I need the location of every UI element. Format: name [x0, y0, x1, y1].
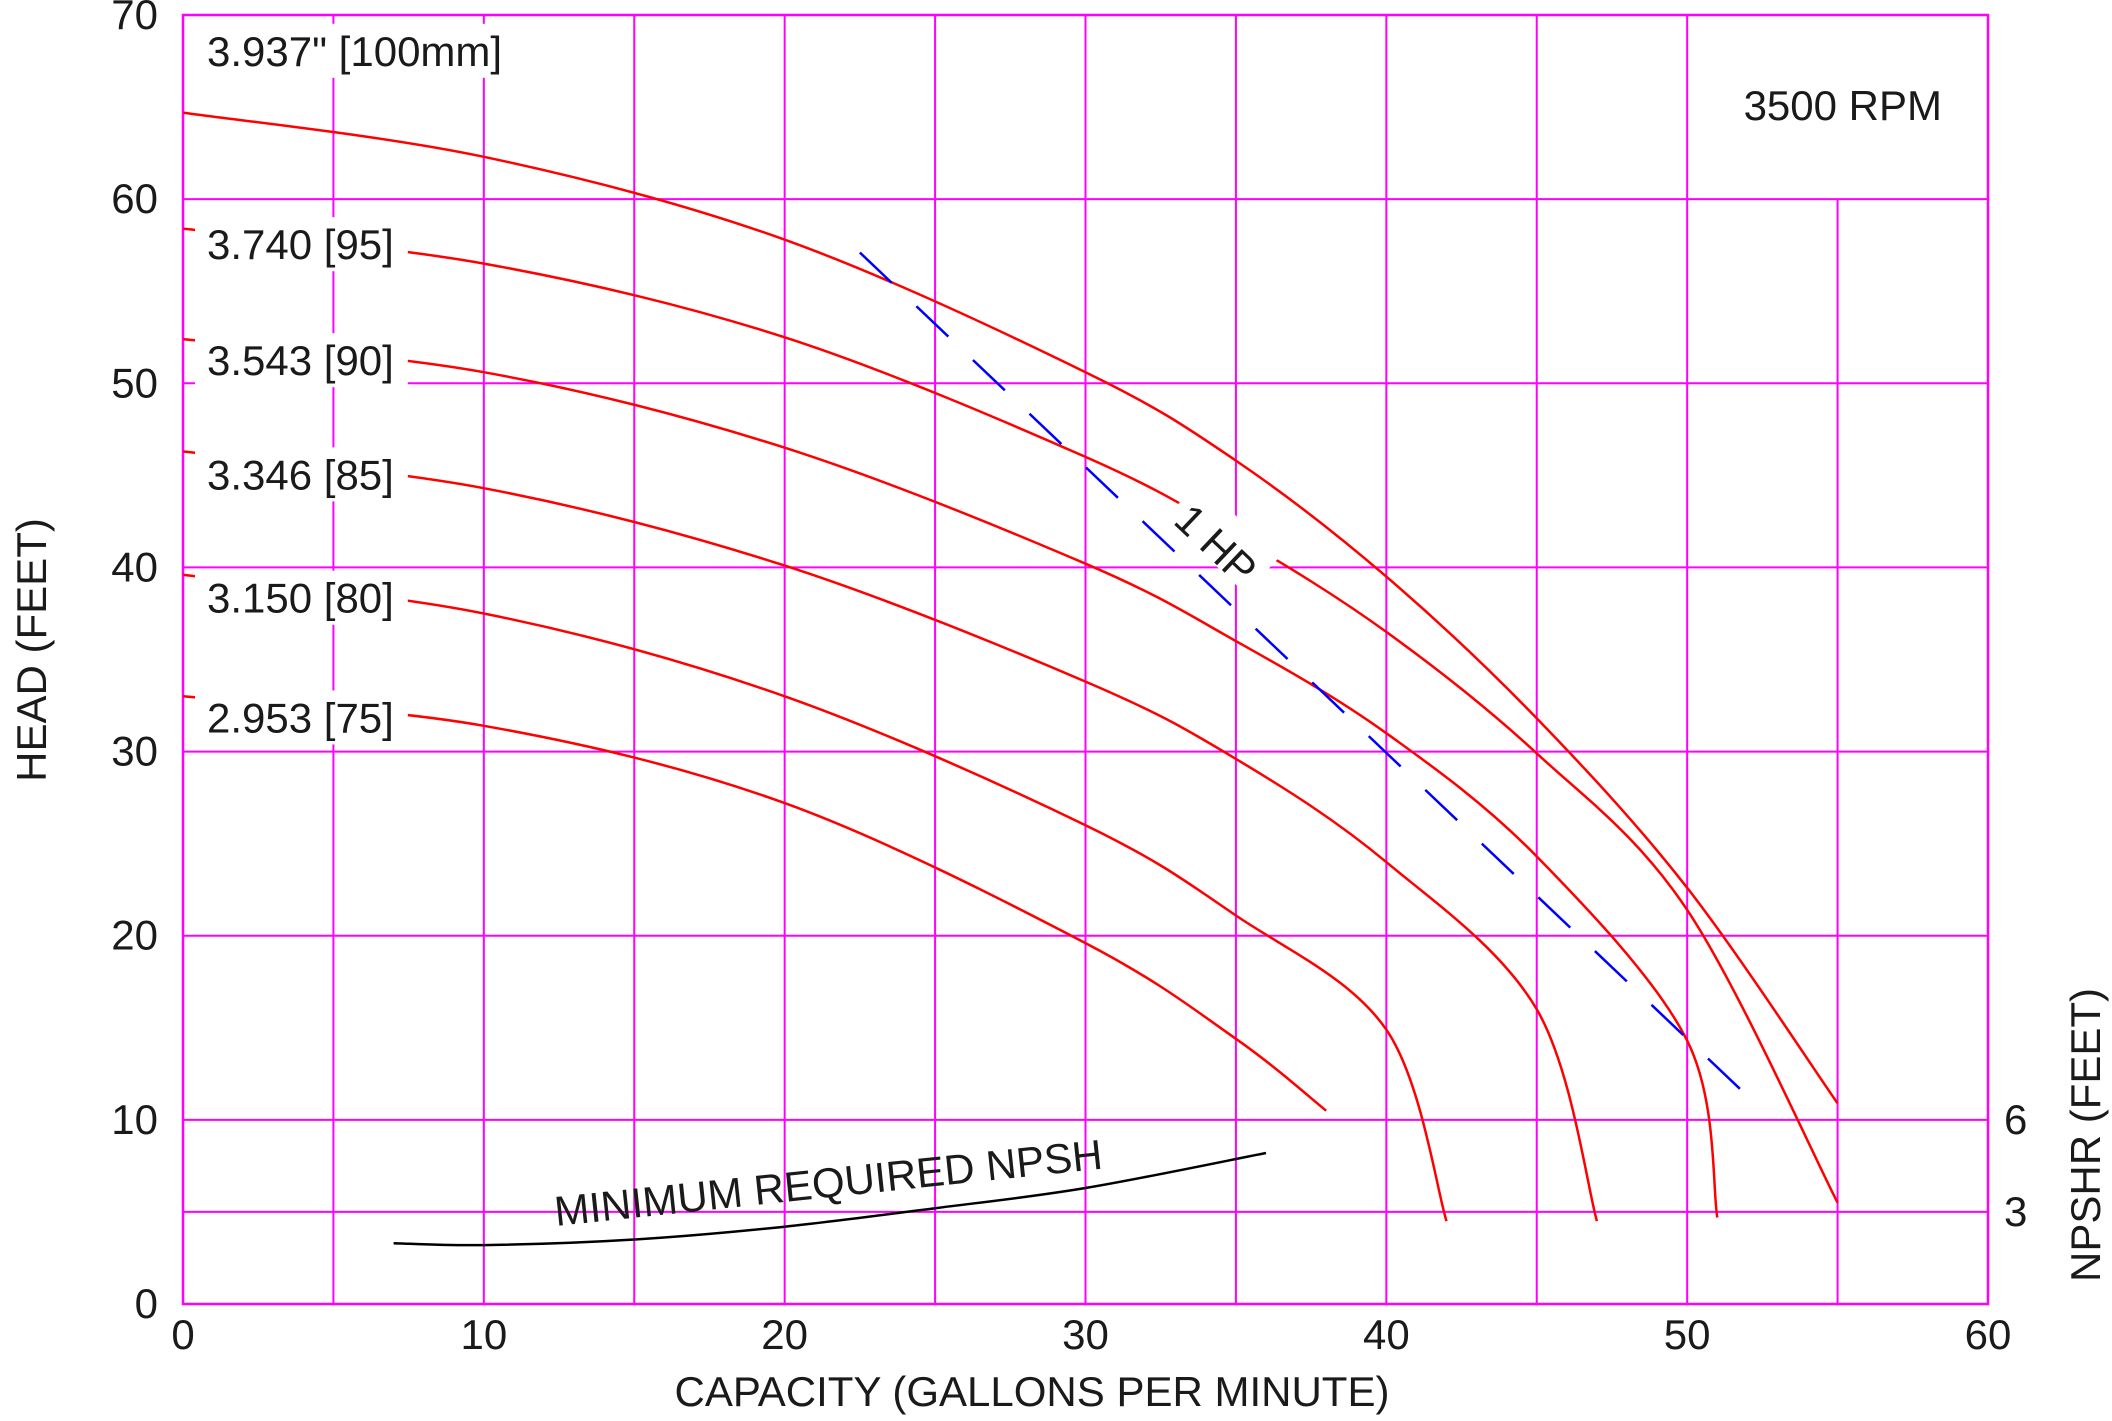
x-tick-label: 40: [1363, 1311, 1410, 1358]
head-curves: [182, 111, 1839, 1222]
curve-labels: 3.937" [100mm] 3.740 [95] 3.543 [90] 3.346 …: [195, 23, 517, 745]
x-axis-title: CAPACITY (GALLONS PER MINUTE): [675, 1368, 1390, 1415]
x-tick-label: 60: [1965, 1311, 2012, 1358]
head-curve-3: [182, 450, 1599, 1222]
plot-frame: [181, 13, 1990, 1306]
x-tick-label: 10: [460, 1311, 507, 1358]
curve-label: 3.543 [90]: [207, 337, 394, 384]
y-tick-label: 60: [111, 175, 158, 222]
curve-label: 2.953 [75]: [207, 694, 394, 741]
curve-label-bg: [195, 217, 408, 272]
curve-label-bg: [195, 23, 517, 78]
x-tick-label: 20: [761, 1311, 808, 1358]
y2-axis-title: NPSHR (FEET): [2062, 988, 2109, 1282]
power-line-1hp: [859, 251, 1749, 1097]
curve-label: 3.150 [80]: [207, 575, 394, 622]
curve-label-bg: [195, 447, 408, 502]
speed-label: 3500 RPM: [1744, 82, 1942, 129]
x-tick-label: 50: [1664, 1311, 1711, 1358]
y-tick-label: 40: [111, 543, 158, 590]
y-tick-label: 20: [111, 912, 158, 959]
x-tick-label: 0: [171, 1311, 194, 1358]
head-curve-5: [182, 695, 1327, 1112]
curve-label-bg: [195, 570, 408, 625]
y-tick-label: 10: [111, 1096, 158, 1143]
y2-tick-label: 3: [2004, 1188, 2027, 1235]
npsh-required-curve: [393, 1151, 1267, 1247]
power-line: [859, 251, 1749, 1097]
head-curve-2: [182, 337, 1719, 1218]
grid-lines: [181, 13, 1990, 1306]
curve-label: 3.740 [95]: [207, 221, 394, 268]
head-curve-4: [182, 573, 1448, 1222]
curve-label-bg: [195, 333, 408, 388]
power-label-bg: [1165, 481, 1280, 594]
y2-axis-ticks: 63: [2004, 1096, 2027, 1235]
npsh-curve: [393, 1151, 1267, 1247]
x-tick-label: 30: [1062, 1311, 1109, 1358]
x-axis-ticks: 0 10 20 30 40 50 60: [171, 1311, 2011, 1358]
y-axis-title: HEAD (FEET): [8, 518, 55, 782]
head-curve-0: [182, 111, 1839, 1105]
y-tick-label: 50: [111, 359, 158, 406]
y-tick-label: 70: [111, 0, 158, 38]
y-tick-label: 0: [135, 1280, 158, 1327]
y2-tick-label: 6: [2004, 1096, 2027, 1143]
y-axis-ticks: 0 10 20 30 40 50 60 70: [111, 0, 158, 1327]
y-tick-label: 30: [111, 728, 158, 775]
curve-label: 3.937" [100mm]: [207, 28, 502, 75]
curve-label-bg: [195, 690, 408, 745]
curve-label: 3.346 [85]: [207, 451, 394, 498]
head-curve-1: [182, 227, 1839, 1204]
